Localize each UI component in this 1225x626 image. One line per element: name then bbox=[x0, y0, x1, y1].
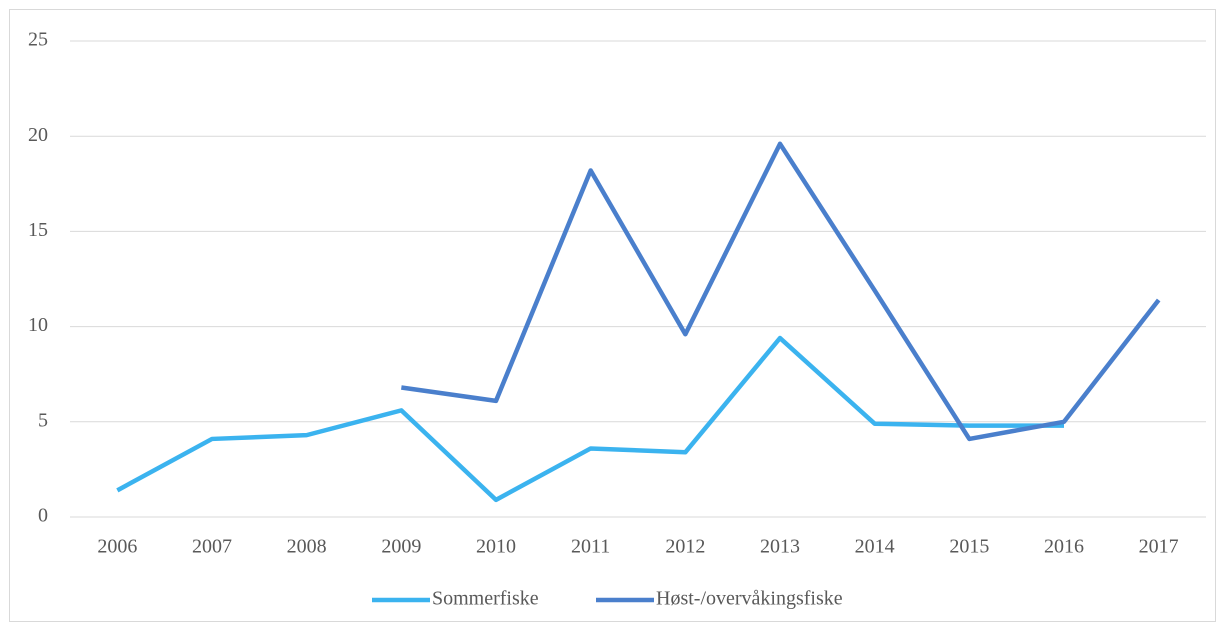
series-line bbox=[116, 335, 1064, 503]
x-tick-label: 2008 bbox=[287, 536, 327, 558]
x-tick-label: 2012 bbox=[665, 536, 705, 558]
y-tick-label: 20 bbox=[28, 124, 48, 146]
x-tick-label: 2010 bbox=[476, 536, 516, 558]
x-tick-label: 2009 bbox=[381, 536, 421, 558]
legend-label: Høst-/overvåkingsfiske bbox=[656, 588, 843, 610]
x-tick-label: 2015 bbox=[949, 536, 989, 558]
legend-label: Sommerfiske bbox=[432, 588, 539, 610]
y-tick-label: 15 bbox=[28, 219, 48, 241]
y-tick-label: 0 bbox=[38, 505, 48, 527]
x-tick-label: 2011 bbox=[571, 536, 610, 558]
y-tick-label: 5 bbox=[38, 409, 48, 431]
y-tick-label: 10 bbox=[28, 314, 48, 336]
series-line bbox=[401, 141, 1161, 442]
x-tick-label: 2016 bbox=[1044, 536, 1084, 558]
x-tick-label: 2013 bbox=[760, 536, 800, 558]
x-tick-label: 2007 bbox=[192, 536, 232, 558]
x-tick-label: 2006 bbox=[97, 536, 137, 558]
y-tick-label: 25 bbox=[28, 29, 48, 51]
x-tick-label: 2014 bbox=[855, 536, 895, 558]
chart-border bbox=[9, 9, 1216, 622]
x-tick-label: 2017 bbox=[1139, 536, 1179, 558]
